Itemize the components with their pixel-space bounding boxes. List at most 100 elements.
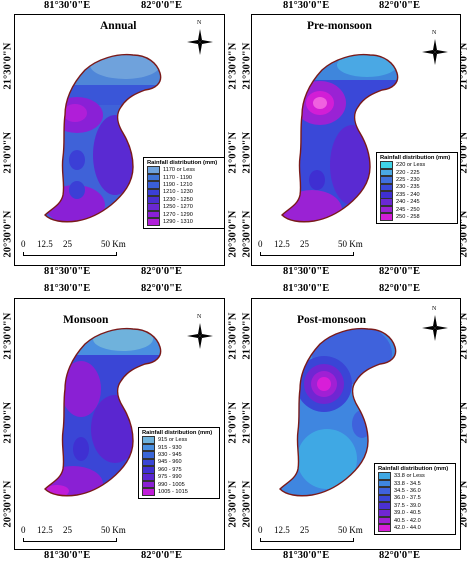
scale-bar-line [260, 252, 354, 256]
scale-label-0: 0 [258, 525, 263, 535]
top-left-lon2: 82°0'0"E [141, 0, 182, 11]
legend-item: 250 - 258 [380, 213, 454, 221]
legend-label: 930 - 945 [158, 451, 182, 458]
legend-swatch [378, 479, 391, 488]
north-arrow-icon [187, 323, 213, 349]
legend-swatch [380, 205, 393, 214]
rainfall-map [279, 327, 397, 497]
legend-item: 40.5 - 42.0 [378, 516, 452, 525]
map-panel-post-monsoon: Post-monsoon N Rainfall distribution (mm… [251, 298, 461, 550]
bottom-right-lon2: 82°0'0"E [379, 550, 420, 561]
rainfall-map [44, 327, 162, 497]
legend-label: 1190 - 1210 [163, 181, 193, 188]
legend-label: 975 - 990 [158, 474, 182, 481]
scale-label-50: 50 Km [338, 239, 363, 249]
legend-label: 1170 or Less [163, 167, 195, 174]
legend-item: 220 - 225 [380, 168, 454, 177]
legend-swatch [142, 443, 155, 452]
panel-title: Pre-monsoon [307, 20, 372, 32]
mid-left-lon1-b: 81°30'0"E [44, 283, 91, 294]
legend-item: 1170 - 1190 [147, 173, 221, 182]
legend-label: 1250 - 1270 [163, 204, 193, 211]
legend-label: 230 - 235 [396, 184, 420, 191]
legend-swatch [142, 480, 155, 489]
scale-label-50: 50 Km [338, 525, 363, 535]
panel-title: Monsoon [63, 314, 109, 326]
scale-bar: 0 12.5 25 50 Km [21, 239, 141, 259]
north-label: N [197, 314, 202, 320]
legend-swatch [142, 458, 155, 467]
scale-label-0: 0 [21, 239, 26, 249]
legend-title: Rainfall distribution (mm) [380, 155, 451, 161]
mid-left-lon2-b: 82°0'0"E [141, 283, 182, 294]
scale-label-50: 50 Km [101, 239, 126, 249]
legend-swatch [380, 176, 393, 184]
legend-title: Rainfall distribution (mm) [378, 466, 449, 472]
scale-label-12: 12.5 [37, 525, 53, 535]
scale-bar-line [23, 538, 117, 542]
scale-label-12: 12.5 [274, 525, 290, 535]
legend-item: 42.0 - 44.0 [378, 524, 452, 532]
north-arrow-icon [422, 39, 448, 65]
legend-swatch [380, 183, 393, 192]
legend-swatch [147, 203, 160, 211]
legend-swatch [378, 494, 391, 503]
legend-label: 33.8 or Less [394, 473, 425, 480]
legend-label: 960 - 975 [158, 466, 182, 473]
legend-item: 235 - 240 [380, 190, 454, 199]
legend-item: 39.0 - 40.5 [378, 509, 452, 517]
legend-label: 915 or Less [158, 437, 188, 444]
legend-item: 1290 - 1310 [147, 218, 221, 226]
legend-item: 240 - 245 [380, 198, 454, 206]
legend-swatch [378, 524, 391, 532]
rainfall-map [281, 53, 399, 223]
legend-post-monsoon: Rainfall distribution (mm) 33.8 or Less 3… [374, 463, 456, 535]
legend-label: 990 - 1005 [158, 481, 185, 488]
legend-label: 1290 - 1310 [163, 218, 193, 225]
legend-label: 1270 - 1290 [163, 211, 193, 218]
legend-swatch [378, 501, 391, 510]
scale-bar: 0 12.5 25 50 Km [258, 239, 378, 259]
map-panel-pre-monsoon: Pre-monsoon N Rainfall distribution (mm)… [251, 14, 461, 266]
legend-item: 1230 - 1250 [147, 195, 221, 204]
legend-label: 39.0 - 40.5 [394, 510, 421, 517]
bottom-left-lon1: 81°30'0"E [44, 550, 91, 561]
legend-swatch [147, 210, 160, 219]
lat-left-bot-1: 21°30'0"N [2, 312, 14, 360]
legend-label: 225 - 230 [396, 176, 420, 183]
lat-left-top-3: 20°30'0"N [2, 210, 14, 258]
legend-item: 945 - 960 [142, 458, 216, 467]
legend-label: 240 - 245 [396, 199, 420, 206]
lat-cl-bot-1: 21°30'0"N [227, 312, 239, 360]
legend-item: 33.8 - 34.5 [378, 479, 452, 488]
lat-cl-top-1: 21°30'0"N [227, 42, 239, 90]
legend-item: 1210 - 1230 [147, 188, 221, 197]
legend-label: 945 - 960 [158, 459, 182, 466]
scale-bar-line [23, 252, 117, 256]
bottom-right-lon1: 81°30'0"E [283, 550, 330, 561]
legend-item: 1005 - 1015 [142, 488, 216, 496]
legend-label: 245 - 250 [396, 206, 420, 213]
legend-label: 37.5 - 39.0 [394, 502, 421, 509]
legend-item: 1170 or Less [147, 166, 221, 174]
north-arrow-icon [422, 315, 448, 341]
north-label: N [432, 30, 437, 36]
panel-title: Annual [100, 20, 137, 32]
legend-swatch [142, 436, 155, 444]
legend-item: 220 or Less [380, 161, 454, 169]
scale-bar: 0 12.5 25 50 Km [258, 525, 378, 545]
legend-item: 915 or Less [142, 436, 216, 444]
north-arrow-icon [187, 29, 213, 55]
scale-label-25: 25 [63, 239, 72, 249]
legend-label: 42.0 - 44.0 [394, 524, 421, 531]
top-right-lon1: 81°30'0"E [283, 0, 330, 11]
top-right-lon2: 82°0'0"E [379, 0, 420, 11]
scale-label-0: 0 [258, 239, 263, 249]
legend-label: 220 or Less [396, 162, 426, 169]
legend-swatch [142, 488, 155, 496]
legend-swatch [147, 181, 160, 189]
legend-pre-monsoon: Rainfall distribution (mm) 220 or Less 22… [376, 152, 458, 224]
legend-item: 1250 - 1270 [147, 203, 221, 211]
legend-swatch [142, 465, 155, 474]
legend-swatch [378, 487, 391, 495]
